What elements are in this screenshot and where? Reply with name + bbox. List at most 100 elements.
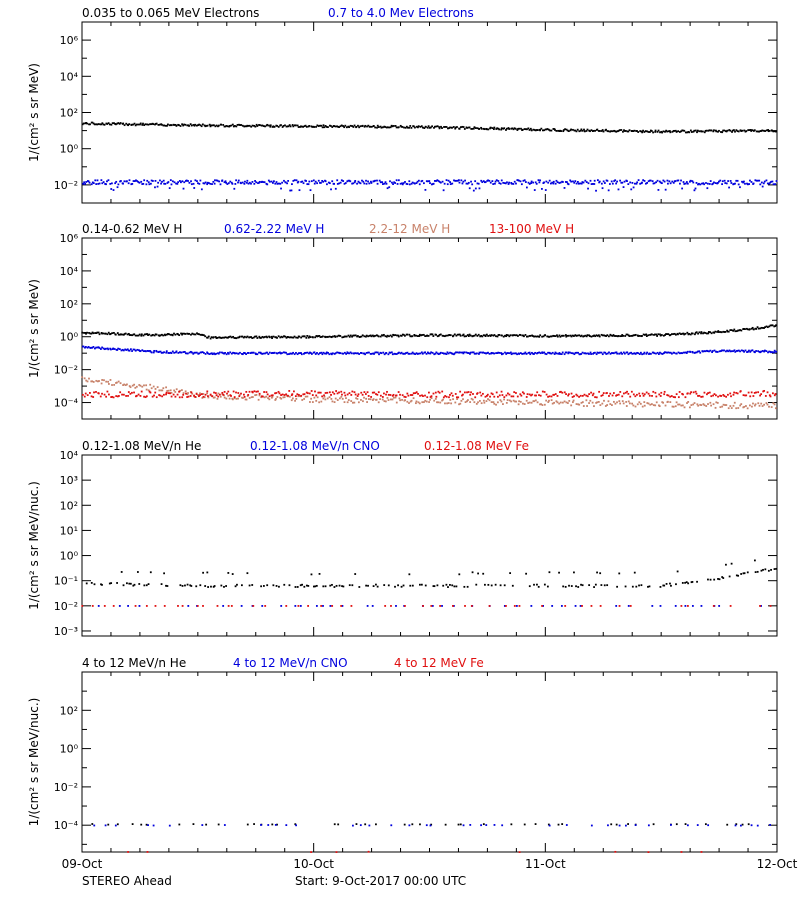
data-point bbox=[271, 351, 274, 354]
data-point bbox=[552, 128, 555, 130]
data-point bbox=[749, 129, 752, 131]
data-point bbox=[768, 182, 770, 185]
data-point bbox=[254, 180, 256, 182]
data-point bbox=[233, 125, 236, 127]
data-point bbox=[363, 396, 365, 399]
data-point bbox=[206, 181, 209, 184]
data-point bbox=[271, 396, 273, 399]
y-tick-label: 10¹ bbox=[60, 524, 78, 537]
data-point bbox=[397, 584, 399, 587]
data-point bbox=[240, 124, 243, 126]
data-point bbox=[634, 395, 637, 398]
data-point bbox=[446, 334, 449, 337]
data-point bbox=[469, 401, 472, 403]
data-point bbox=[248, 336, 251, 339]
data-point bbox=[150, 179, 153, 182]
data-point bbox=[152, 351, 155, 354]
data-point bbox=[181, 585, 184, 587]
data-point bbox=[292, 125, 295, 128]
data-point bbox=[756, 326, 759, 329]
data-point bbox=[530, 394, 532, 397]
data-point bbox=[548, 179, 551, 182]
data-point bbox=[135, 179, 137, 182]
data-point bbox=[168, 124, 171, 127]
data-point bbox=[194, 351, 197, 354]
data-point bbox=[255, 181, 258, 184]
data-point bbox=[123, 124, 126, 127]
data-point bbox=[431, 605, 434, 607]
data-point bbox=[479, 335, 482, 338]
data-point bbox=[467, 352, 470, 354]
data-points bbox=[81, 324, 778, 410]
data-point bbox=[732, 329, 735, 332]
data-point bbox=[743, 328, 745, 330]
data-point bbox=[517, 127, 519, 130]
data-point bbox=[638, 401, 641, 404]
data-point bbox=[110, 123, 113, 126]
data-point bbox=[90, 395, 93, 398]
data-point bbox=[214, 179, 216, 182]
data-point bbox=[310, 851, 313, 853]
data-point bbox=[540, 403, 542, 406]
data-point bbox=[95, 183, 98, 185]
data-point bbox=[733, 401, 736, 404]
data-point bbox=[244, 352, 246, 355]
data-point bbox=[254, 394, 257, 397]
data-point bbox=[408, 180, 411, 183]
data-point bbox=[139, 384, 142, 387]
data-point bbox=[712, 182, 714, 185]
data-point bbox=[734, 182, 736, 185]
data-point bbox=[620, 351, 623, 354]
data-point bbox=[242, 397, 244, 399]
data-point bbox=[623, 352, 626, 355]
data-point bbox=[146, 333, 149, 335]
data-point bbox=[496, 335, 499, 338]
data-point bbox=[659, 586, 662, 588]
data-point bbox=[567, 130, 570, 133]
data-point bbox=[671, 180, 674, 183]
data-point bbox=[436, 335, 439, 338]
data-point bbox=[189, 584, 192, 587]
data-point bbox=[700, 605, 703, 607]
data-point bbox=[725, 182, 728, 185]
data-point bbox=[548, 824, 551, 827]
data-point bbox=[559, 401, 562, 404]
data-point bbox=[677, 130, 680, 133]
data-point bbox=[678, 332, 681, 335]
data-point bbox=[263, 391, 266, 393]
data-point bbox=[544, 334, 547, 336]
data-point bbox=[772, 402, 775, 405]
data-point bbox=[541, 390, 544, 393]
data-point bbox=[603, 584, 606, 587]
data-point bbox=[563, 353, 566, 356]
data-point bbox=[331, 391, 334, 394]
data-point bbox=[314, 585, 317, 588]
data-point bbox=[398, 351, 400, 354]
data-point bbox=[627, 130, 630, 133]
data-point bbox=[601, 394, 604, 397]
y-tick-label: 10⁻² bbox=[54, 179, 78, 192]
data-point bbox=[555, 352, 558, 355]
data-point bbox=[541, 605, 543, 607]
data-point bbox=[452, 605, 455, 607]
data-point bbox=[683, 406, 686, 409]
data-point bbox=[116, 395, 119, 398]
data-point bbox=[366, 401, 368, 403]
data-point bbox=[361, 334, 364, 337]
data-point bbox=[572, 128, 574, 131]
data-point bbox=[467, 399, 469, 401]
data-point bbox=[557, 352, 560, 355]
data-point bbox=[316, 352, 318, 354]
data-point bbox=[152, 123, 155, 126]
data-point bbox=[432, 335, 435, 337]
data-point bbox=[514, 352, 517, 355]
data-point bbox=[277, 182, 280, 185]
data-point bbox=[273, 180, 275, 183]
data-point bbox=[516, 353, 518, 356]
data-point bbox=[766, 326, 769, 329]
data-point bbox=[604, 351, 607, 354]
data-point bbox=[88, 392, 91, 394]
data-point bbox=[562, 130, 565, 133]
data-point bbox=[594, 351, 596, 354]
data-point bbox=[477, 401, 479, 404]
